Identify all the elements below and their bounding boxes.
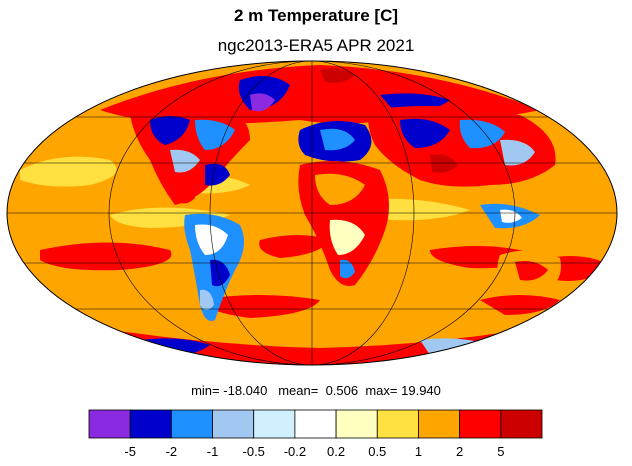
stat-max-label: max= — [365, 383, 398, 398]
colorbar-tick-label: -5 — [124, 444, 136, 459]
colorbar-swatch — [335, 409, 378, 439]
colorbar-tick-label: 0.2 — [327, 444, 345, 459]
europe-africa — [298, 121, 389, 286]
colorbar-swatch — [170, 409, 213, 439]
colorbar-swatch — [376, 409, 419, 439]
colorbar-tick-label: -1 — [207, 444, 219, 459]
map-outline — [6, 60, 618, 366]
graticule — [7, 61, 617, 365]
colorbar-tick-label: 1 — [415, 444, 422, 459]
stat-max-value: 19.940 — [401, 383, 441, 398]
colorbar-swatch — [500, 409, 543, 439]
colorbar-swatch — [253, 409, 296, 439]
stats-line: min= -18.040 mean= 0.506 max= 19.940 — [0, 383, 632, 398]
colorbar-tick-label: -2 — [166, 444, 178, 459]
colorbar-tick-label: 2 — [456, 444, 463, 459]
plot-subtitle: ngc2013-ERA5 APR 2021 — [217, 36, 415, 55]
colorbar-tick-label: 5 — [497, 444, 504, 459]
stat-min-value: -18.040 — [223, 383, 268, 398]
colorbar-swatch — [88, 409, 131, 439]
stat-min-label: min= — [191, 383, 220, 398]
plot-title: 2 m Temperature [C] — [233, 6, 399, 25]
australia — [480, 203, 561, 293]
asia — [368, 106, 556, 187]
colorbar-swatch — [418, 409, 461, 439]
colorbar: -5 -2 -1 -0.5 -0.2 0.2 0.5 1 2 5 — [88, 409, 543, 459]
colorbar-tick-label: 0.5 — [368, 444, 386, 459]
stat-mean-label: mean= — [278, 383, 319, 398]
colorbar-swatch — [212, 409, 255, 439]
colorbar-tick-label: -0.2 — [284, 444, 306, 459]
map-field — [7, 61, 617, 365]
stat-mean-value: 0.506 — [325, 383, 359, 398]
north-america — [130, 103, 250, 205]
colorbar-swatch — [294, 409, 337, 439]
colorbar-swatch — [459, 409, 502, 439]
colorbar-swatch — [129, 409, 172, 439]
world-map — [6, 60, 618, 366]
colorbar-tick-label: -0.5 — [243, 444, 265, 459]
